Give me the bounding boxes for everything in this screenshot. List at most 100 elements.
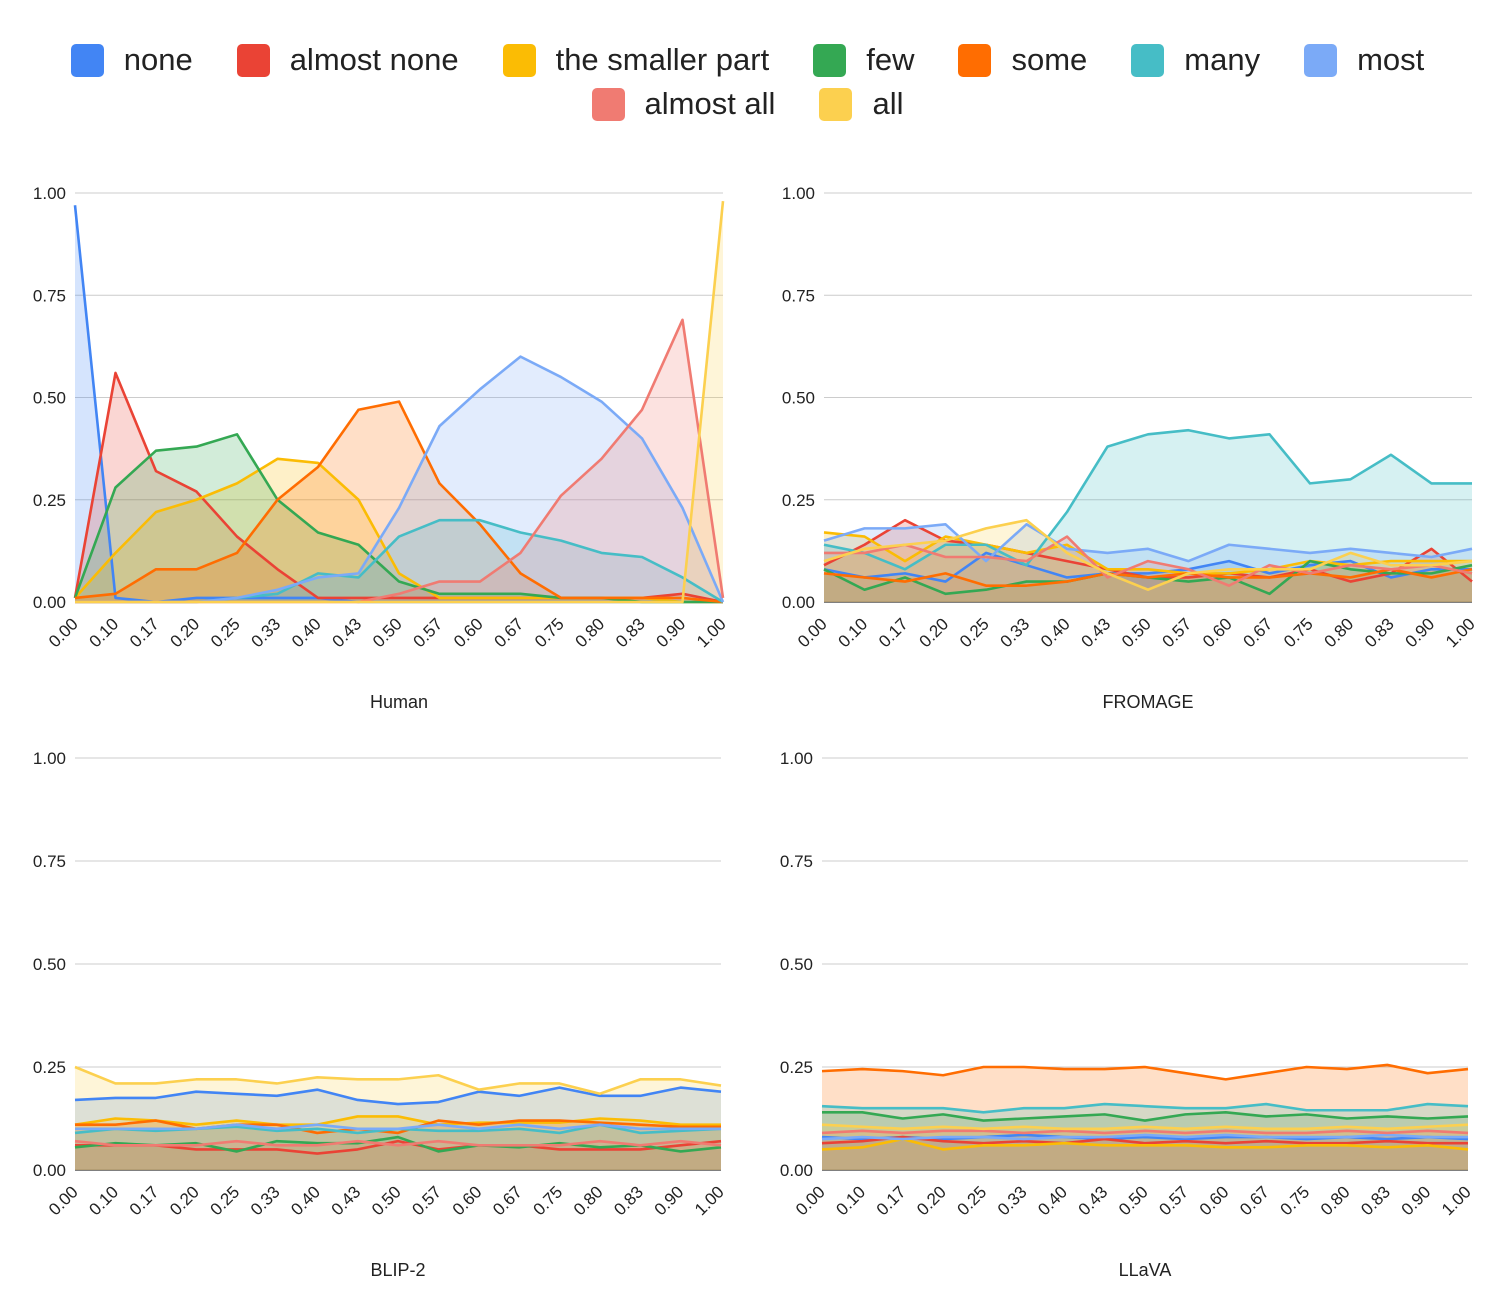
series-area-many (824, 430, 1472, 602)
x-tick-label: 1.00 (693, 614, 730, 651)
legend-label: all (872, 86, 904, 121)
x-tick-label: 0.17 (873, 1182, 910, 1219)
x-tick-label: 0.33 (994, 1182, 1031, 1219)
y-tick-label: 0.50 (33, 389, 66, 408)
legend-label: almost none (289, 42, 459, 77)
y-tick-label: 1.00 (33, 749, 66, 768)
x-tick-label: 0.57 (408, 1182, 445, 1219)
series-area-the-smaller-part (75, 458, 723, 602)
x-tick-label: 0.60 (450, 614, 487, 651)
x-tick-label: 0.00 (45, 614, 82, 651)
x-tick-label: 0.83 (610, 1182, 647, 1219)
series-line-few (74, 1135, 722, 1153)
x-tick-label: 0.60 (1199, 614, 1236, 651)
series-line-almost-all (821, 1129, 1469, 1135)
series-area-few (75, 434, 723, 602)
series-line-some (75, 1119, 721, 1135)
x-tick-label: 0.75 (529, 1182, 566, 1219)
legend-item-few: few (813, 42, 914, 78)
x-tick-label: 0.90 (1398, 1182, 1435, 1219)
x-tick-label: 0.67 (1236, 1182, 1273, 1219)
series-lines (821, 1063, 1469, 1151)
series-area-the-smaller-part (822, 1139, 1468, 1170)
x-tick-label: 0.57 (1158, 614, 1195, 651)
y-tick-label: 0.00 (33, 593, 66, 612)
legend-swatch (70, 43, 104, 77)
x-tick-label: 0.43 (1075, 1182, 1112, 1219)
series-line-all (75, 201, 725, 604)
x-tick-label: 0.57 (1155, 1182, 1192, 1219)
x-tick-label: 0.67 (1239, 614, 1276, 651)
series-line-almost-all (824, 535, 1473, 587)
x-tick-label: 1.00 (691, 1182, 728, 1219)
y-tick-label: 0.75 (782, 286, 815, 305)
x-tick-label: 0.20 (913, 1182, 950, 1219)
x-tick-label: 0.75 (1280, 614, 1317, 651)
legend-item-all: all (819, 86, 903, 122)
y-tick-label: 0.50 (33, 955, 66, 974)
chart-legend: none almost none the smaller part few some ma… (0, 38, 1495, 126)
chart-panel-llava: 0.000.250.500.751.000.00 0.10 0.17 0.20 0.25… (780, 749, 1475, 1280)
series-line-the-smaller-part (823, 531, 1472, 575)
x-tick-label: 1.00 (1442, 614, 1479, 651)
x-tick-label: 0.90 (651, 1182, 688, 1219)
series-line-almost-none (75, 1139, 722, 1155)
x-tick-label: 0.90 (652, 614, 689, 651)
y-tick-label: 0.75 (33, 852, 66, 871)
x-tick-label: 0.40 (1037, 614, 1074, 651)
series-line-few (73, 433, 723, 604)
legend-item-almost-none: almost none (236, 42, 459, 78)
series-line-all (823, 518, 1473, 592)
x-tick-label: 0.40 (287, 1182, 324, 1219)
x-tick-label: 0.40 (1034, 1182, 1071, 1219)
series-line-many (821, 1102, 1469, 1114)
x-tick-label: 0.25 (207, 614, 244, 651)
series-area-almost-none (75, 372, 723, 602)
gridlines (75, 757, 721, 1171)
legend-label: few (866, 42, 915, 77)
series-area-many (75, 1124, 721, 1170)
x-tick-label: 0.17 (875, 614, 912, 651)
legend-swatch (819, 87, 853, 121)
x-tick-label: 0.25 (956, 614, 993, 651)
y-tick-label: 0.50 (780, 955, 813, 974)
series-line-few (822, 1111, 1469, 1122)
series-lines (74, 1065, 722, 1155)
x-tick-label: 0.80 (1320, 614, 1357, 651)
series-line-some (74, 400, 724, 604)
y-tick-label: 0.00 (782, 593, 815, 612)
series-line-all (821, 1123, 1469, 1131)
series-area-some (824, 569, 1472, 602)
series-area-most (75, 1124, 721, 1170)
series-line-most (821, 1133, 1468, 1141)
legend-label: the smaller part (555, 42, 770, 77)
legend-row: almost all all (0, 82, 1495, 126)
legend-row: none almost none the smaller part few some ma… (0, 38, 1495, 82)
x-tick-label: 0.17 (126, 614, 163, 651)
series-area-some (75, 401, 723, 602)
panel-title: FROMAGE (1102, 692, 1193, 712)
chart-panel-human: 0.000.250.500.751.000.00 0.10 0.17 0.20 0.25… (33, 184, 730, 712)
series-lines (73, 201, 725, 604)
x-tick-label: 0.25 (206, 1182, 243, 1219)
y-tick-label: 1.00 (33, 184, 66, 203)
x-tick-label: 0.10 (832, 1182, 869, 1219)
x-tick-label: 0.10 (85, 1182, 122, 1219)
y-tick-label: 1.00 (780, 749, 813, 768)
legend-swatch (813, 43, 847, 77)
x-tick-label: 0.90 (1401, 614, 1438, 651)
legend-label: some (1011, 42, 1088, 77)
gridlines (824, 192, 1472, 603)
x-tick-label: 0.00 (792, 1182, 829, 1219)
x-tick-label: 0.50 (369, 614, 406, 651)
series-line-almost-all (74, 1139, 722, 1147)
series-line-all (74, 1065, 722, 1096)
series-area-all (824, 520, 1472, 602)
legend-item-none: none (70, 42, 193, 78)
legend-swatch (591, 87, 625, 121)
legend-label: most (1357, 42, 1425, 77)
x-tick-label: 0.20 (166, 614, 203, 651)
y-tick-label: 0.75 (33, 286, 66, 305)
series-line-the-smaller-part (74, 1115, 721, 1126)
y-tick-label: 0.25 (782, 491, 815, 510)
